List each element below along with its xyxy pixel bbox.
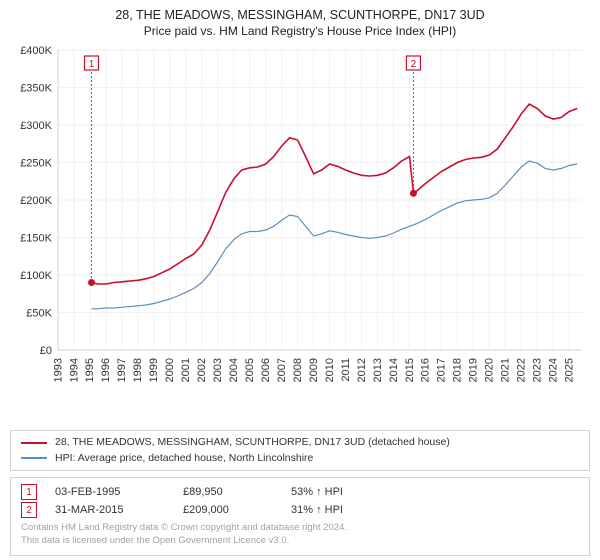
- copyright: Contains HM Land Registry data © Crown c…: [21, 522, 579, 547]
- legend: 28, THE MEADOWS, MESSINGHAM, SCUNTHORPE,…: [10, 430, 590, 472]
- svg-text:£200K: £200K: [20, 195, 52, 207]
- legend-swatch-red: [21, 442, 47, 444]
- svg-text:2015: 2015: [404, 358, 416, 382]
- legend-item-1: 28, THE MEADOWS, MESSINGHAM, SCUNTHORPE,…: [21, 435, 579, 451]
- svg-text:2012: 2012: [356, 358, 368, 382]
- svg-text:2005: 2005: [244, 358, 256, 382]
- svg-text:2016: 2016: [420, 358, 432, 382]
- svg-text:£300K: £300K: [20, 120, 52, 132]
- svg-text:2006: 2006: [260, 358, 272, 382]
- svg-text:£350K: £350K: [20, 83, 52, 95]
- svg-text:2019: 2019: [468, 358, 480, 382]
- legend-item-2: HPI: Average price, detached house, Nort…: [21, 451, 579, 467]
- svg-text:2010: 2010: [324, 358, 336, 382]
- svg-text:2000: 2000: [164, 358, 176, 382]
- chart-container: 28, THE MEADOWS, MESSINGHAM, SCUNTHORPE,…: [0, 0, 600, 560]
- sale-badge-1: 1: [21, 484, 37, 500]
- svg-text:2024: 2024: [548, 358, 560, 382]
- title-subtitle: Price paid vs. HM Land Registry's House …: [10, 24, 590, 38]
- svg-text:2: 2: [411, 59, 417, 70]
- svg-text:1993: 1993: [52, 358, 64, 382]
- svg-text:2001: 2001: [180, 358, 192, 382]
- sale-row-2: 2 31-MAR-2015 £209,000 31% ↑ HPI: [21, 502, 579, 518]
- legend-label-1: 28, THE MEADOWS, MESSINGHAM, SCUNTHORPE,…: [55, 435, 450, 451]
- copyright-l1: Contains HM Land Registry data © Crown c…: [21, 522, 579, 534]
- svg-text:£50K: £50K: [26, 308, 52, 320]
- svg-text:£0: £0: [40, 345, 52, 357]
- svg-text:2013: 2013: [372, 358, 384, 382]
- sale-row-1: 1 03-FEB-1995 £89,950 53% ↑ HPI: [21, 484, 579, 500]
- svg-text:1997: 1997: [116, 358, 128, 382]
- svg-text:2004: 2004: [228, 358, 240, 382]
- legend-label-2: HPI: Average price, detached house, Nort…: [55, 451, 313, 467]
- sale-badge-2: 2: [21, 502, 37, 518]
- svg-text:1994: 1994: [68, 358, 80, 382]
- sale-price-2: £209,000: [183, 504, 273, 516]
- svg-text:2003: 2003: [212, 358, 224, 382]
- svg-text:2025: 2025: [564, 358, 576, 382]
- svg-text:£400K: £400K: [20, 45, 52, 57]
- svg-text:£100K: £100K: [20, 270, 52, 282]
- svg-text:2023: 2023: [532, 358, 544, 382]
- svg-text:2011: 2011: [340, 358, 352, 382]
- sale-date-1: 03-FEB-1995: [55, 486, 165, 498]
- legend-swatch-blue: [21, 457, 47, 459]
- svg-text:1: 1: [89, 59, 95, 70]
- svg-text:1998: 1998: [132, 358, 144, 382]
- svg-text:2002: 2002: [196, 358, 208, 382]
- svg-text:1999: 1999: [148, 358, 160, 382]
- svg-text:2021: 2021: [500, 358, 512, 382]
- svg-text:2009: 2009: [308, 358, 320, 382]
- sale-date-2: 31-MAR-2015: [55, 504, 165, 516]
- sale-pct-2: 31% ↑ HPI: [291, 504, 343, 516]
- svg-text:2020: 2020: [484, 358, 496, 382]
- titles: 28, THE MEADOWS, MESSINGHAM, SCUNTHORPE,…: [10, 8, 590, 38]
- svg-text:2014: 2014: [388, 358, 400, 382]
- chart-svg: £0 £50K £100K £150K £200K £250K £300K £350K £400…: [10, 44, 590, 394]
- svg-text:£150K: £150K: [20, 233, 52, 245]
- title-address: 28, THE MEADOWS, MESSINGHAM, SCUNTHORPE,…: [10, 8, 590, 22]
- svg-text:2018: 2018: [452, 358, 464, 382]
- svg-text:2022: 2022: [516, 358, 528, 382]
- sale-pct-1: 53% ↑ HPI: [291, 486, 343, 498]
- svg-text:2007: 2007: [276, 358, 288, 382]
- chart-area: £0 £50K £100K £150K £200K £250K £300K £350K £400…: [10, 44, 590, 426]
- svg-text:1996: 1996: [100, 358, 112, 382]
- svg-text:£250K: £250K: [20, 158, 52, 170]
- copyright-l2: This data is licensed under the Open Gov…: [21, 535, 579, 547]
- svg-text:2008: 2008: [292, 358, 304, 382]
- svg-text:2017: 2017: [436, 358, 448, 382]
- sale-markers: 1 03-FEB-1995 £89,950 53% ↑ HPI 2 31-MAR…: [10, 477, 590, 556]
- svg-text:1995: 1995: [84, 358, 96, 382]
- sale-price-1: £89,950: [183, 486, 273, 498]
